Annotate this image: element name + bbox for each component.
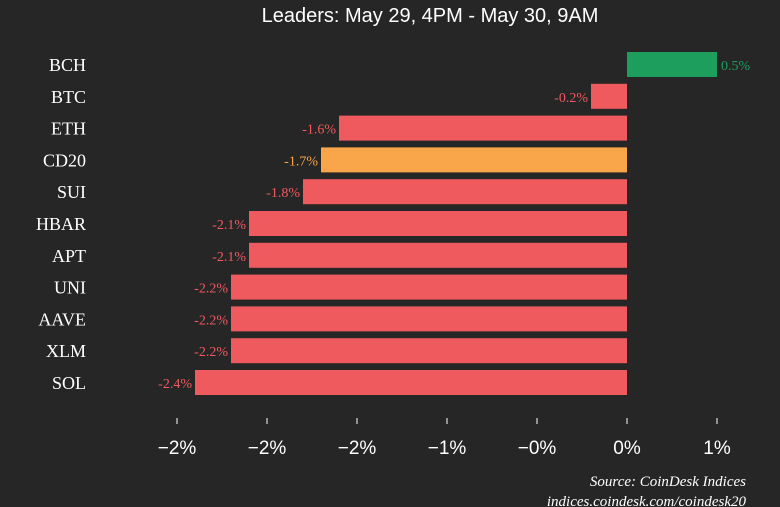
source-credit: Source: CoinDesk Indices <box>590 474 746 490</box>
category-label-apt: APT <box>52 246 86 266</box>
category-label-uni: UNI <box>54 278 86 298</box>
bar-apt <box>249 242 627 268</box>
bar-sol <box>195 370 627 395</box>
category-label-bch: BCH <box>49 55 86 75</box>
value-label-aave: -2.2% <box>194 313 228 328</box>
chart-title: Leaders: May 29, 4PM - May 30, 9AM <box>262 5 599 27</box>
bar-sui <box>303 179 627 205</box>
bar-hbar <box>249 211 627 236</box>
category-label-btc: BTC <box>51 87 86 107</box>
x-tick-label: −2% <box>338 438 377 459</box>
bar-eth <box>339 115 627 141</box>
category-label-sui: SUI <box>57 182 86 202</box>
x-tick-label: −2% <box>158 438 197 459</box>
bar-aave <box>231 306 627 332</box>
x-tick-label: −1% <box>428 438 467 459</box>
value-label-cd20: -1.7% <box>284 154 318 169</box>
value-label-hbar: -2.1% <box>212 218 246 233</box>
value-label-sui: -1.8% <box>266 186 300 201</box>
bar-bch <box>627 52 717 77</box>
bar-btc <box>591 83 627 109</box>
value-label-sol: -2.4% <box>158 377 192 392</box>
value-label-apt: -2.1% <box>212 250 246 265</box>
value-label-eth: -1.6% <box>302 123 336 138</box>
x-tick-label: 0% <box>613 438 641 459</box>
bar-xlm <box>231 338 627 364</box>
category-label-eth: ETH <box>51 119 86 139</box>
category-label-xlm: XLM <box>46 341 86 361</box>
value-label-bch: 0.5% <box>721 59 751 74</box>
source-url: indices.coindesk.com/coindesk20 <box>547 494 747 507</box>
value-label-xlm: -2.2% <box>194 345 228 360</box>
category-label-cd20: CD20 <box>43 150 86 170</box>
x-axis: −2% −2% −2% −1% −0% 0% 1% <box>158 418 731 459</box>
category-label-hbar: HBAR <box>36 214 86 234</box>
bars-layer: BCH 0.5% BTC -0.2% ETH -1.6% CD20 -1.7% SUI -1.8%… <box>36 52 751 395</box>
bar-cd20 <box>321 147 627 173</box>
value-label-btc: -0.2% <box>554 91 588 106</box>
category-label-aave: AAVE <box>38 309 86 329</box>
category-label-sol: SOL <box>52 373 86 393</box>
value-label-uni: -2.2% <box>194 282 228 297</box>
x-tick-label: 1% <box>703 438 731 459</box>
x-tick-label: −2% <box>248 438 287 459</box>
x-tick-label: −0% <box>518 438 557 459</box>
bar-uni <box>231 274 627 300</box>
